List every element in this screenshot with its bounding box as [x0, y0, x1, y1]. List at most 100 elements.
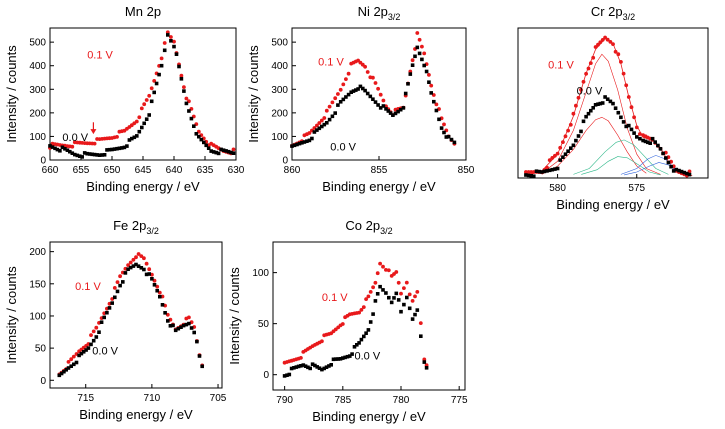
data-point: [59, 371, 64, 376]
data-point: [413, 294, 417, 299]
data-point: [341, 356, 345, 360]
cr-2p3-2-x-axis-label: Binding energy / eV: [556, 197, 670, 212]
data-point: [410, 299, 415, 303]
data-point: [376, 86, 380, 91]
data-point: [591, 106, 595, 110]
data-point: [102, 153, 107, 157]
data-point: [593, 103, 598, 107]
data-point: [94, 335, 99, 339]
data-point: [287, 372, 292, 377]
data-point: [368, 320, 373, 324]
data-point: [415, 45, 420, 50]
data-point: [115, 280, 120, 284]
data-point: [317, 126, 322, 131]
x-tick-label: 855: [371, 165, 388, 176]
data-point: [147, 113, 151, 117]
data-point: [294, 365, 299, 369]
data-point: [131, 257, 136, 262]
co-2p3-2-x-axis-label: Binding energy / eV: [312, 409, 426, 424]
data-point: [424, 366, 429, 370]
data-point: [69, 357, 74, 362]
data-point: [540, 170, 544, 174]
data-point: [679, 169, 684, 174]
data-point: [55, 147, 60, 152]
data-point: [120, 146, 124, 150]
data-point: [336, 92, 340, 96]
data-point: [603, 35, 607, 40]
data-point: [616, 110, 621, 115]
data-point: [394, 291, 399, 296]
data-point: [361, 305, 366, 309]
data-point: [299, 364, 303, 368]
data-point: [410, 63, 415, 67]
data-point: [200, 364, 204, 369]
data-point: [94, 325, 99, 330]
data-point: [358, 84, 363, 89]
y-tick-label: 200: [29, 247, 46, 258]
data-point: [343, 355, 347, 360]
cr-2p3-2-fit-curve-5: [581, 156, 661, 176]
data-point: [194, 132, 199, 136]
data-point: [169, 35, 173, 39]
data-point: [282, 374, 287, 378]
data-point: [312, 130, 317, 134]
data-point: [327, 104, 332, 109]
data-point: [115, 289, 120, 294]
x-tick-label: 850: [458, 165, 475, 176]
data-point: [621, 120, 626, 124]
data-point: [641, 138, 645, 143]
data-point: [92, 141, 97, 146]
data-point: [344, 77, 348, 81]
data-point: [157, 72, 161, 77]
data-point: [371, 312, 375, 316]
y-tick-label: 0: [40, 156, 46, 167]
data-point: [371, 75, 375, 80]
data-point: [70, 151, 75, 155]
data-point: [392, 296, 396, 300]
data-point: [90, 152, 94, 157]
data-point: [87, 152, 92, 156]
data-point: [159, 63, 164, 68]
data-point: [135, 134, 139, 138]
mn-2p-title: Mn 2p: [125, 4, 161, 19]
data-point: [417, 37, 422, 42]
data-point: [581, 119, 586, 124]
y-tick-label: 0: [282, 156, 288, 167]
data-point: [348, 354, 352, 358]
data-point: [324, 365, 329, 369]
data-point: [373, 280, 378, 285]
data-point: [330, 114, 335, 119]
data-point: [159, 56, 164, 61]
data-point: [396, 109, 400, 114]
data-point: [576, 134, 581, 138]
data-point: [415, 290, 420, 294]
data-point: [563, 134, 568, 139]
data-point: [329, 363, 333, 367]
data-point: [381, 264, 385, 269]
data-point: [408, 72, 413, 76]
y-tick-label: 50: [258, 319, 270, 330]
data-point: [320, 124, 324, 129]
data-point: [664, 156, 668, 160]
data-point: [92, 152, 97, 157]
data-point: [581, 79, 586, 84]
data-point: [63, 147, 67, 151]
data-point: [632, 131, 636, 135]
data-point: [404, 280, 409, 285]
data-point: [579, 87, 583, 92]
data-point: [308, 366, 312, 371]
data-point: [310, 362, 315, 366]
data-point: [550, 156, 555, 160]
data-point: [315, 365, 319, 369]
data-point: [179, 73, 184, 78]
data-point: [77, 353, 81, 358]
data-point: [189, 326, 194, 330]
data-point: [403, 91, 408, 96]
data-point: [526, 170, 531, 174]
mn-2p-y-axis-label: Intensity / counts: [4, 45, 19, 143]
data-point: [378, 106, 383, 110]
data-point: [571, 143, 576, 148]
data-point: [344, 95, 348, 99]
y-tick-label: 100: [252, 268, 269, 279]
